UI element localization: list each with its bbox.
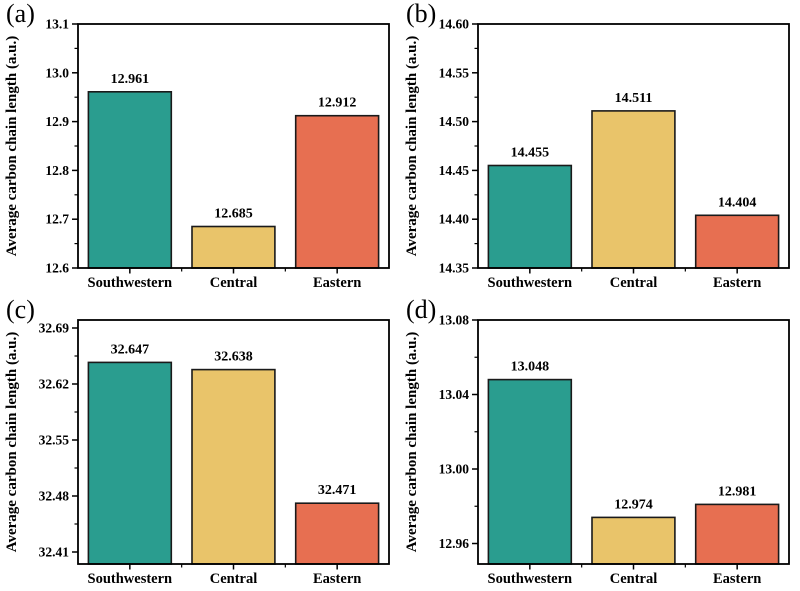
y-tick-label: 12.8: [45, 163, 69, 178]
y-tick-label: 32.41: [39, 545, 70, 560]
y-tick-label: 32.69: [39, 321, 70, 336]
x-category-label: Southwestern: [488, 571, 573, 587]
bar-value-label: 12.912: [318, 96, 357, 111]
bar-central: [191, 368, 276, 565]
bar-southwestern: [87, 361, 173, 565]
x-category-label: Southwestern: [88, 275, 173, 291]
bar-value-label: 14.404: [718, 195, 757, 210]
x-category-label: Central: [610, 275, 658, 291]
x-category-label: Southwestern: [488, 275, 573, 291]
bar-value-label: 12.961: [111, 72, 150, 87]
bar-value-label: 13.048: [511, 360, 550, 375]
bar-value-label: 32.471: [318, 483, 357, 498]
y-tick-label: 14.55: [439, 65, 470, 80]
y-axis-title: Average carbon chain length (a.u.): [404, 36, 420, 257]
bar-central: [191, 225, 276, 269]
bar-southwestern: [87, 91, 173, 269]
bar-eastern: [294, 502, 380, 565]
chart-panel-a: (a) 12.961 12.685 12.912 12.6 12.7 12.8 12.9 13…: [0, 0, 400, 296]
bar-eastern: [694, 214, 780, 269]
bar-value-label: 32.647: [111, 342, 150, 357]
bar-value-label: 12.974: [614, 497, 653, 512]
bar-chart-d: 13.048 12.974 12.981 12.96 13.00 13.04 13.08 So…: [404, 313, 790, 587]
x-category-label: Eastern: [713, 275, 761, 291]
y-tick-label: 13.04: [439, 387, 470, 402]
x-category-label: Eastern: [313, 571, 361, 587]
y-tick-label: 13.1: [45, 17, 69, 32]
chart-panel-d: (d) 13.048 12.974 12.981 12.96 13.00 13.04 13.…: [400, 296, 800, 591]
chart-panel-b: (b) 14.455 14.511 14.404 14.35 14.40 14.45 14.…: [400, 0, 800, 296]
x-category-label: Eastern: [713, 571, 761, 587]
y-tick-label: 14.35: [439, 261, 470, 276]
bar-chart-b: 14.455 14.511 14.404 14.35 14.40 14.45 14.50 14…: [404, 17, 790, 291]
y-tick-label: 14.45: [439, 163, 470, 178]
bar-southwestern: [487, 164, 573, 269]
bar-southwestern: [487, 378, 573, 565]
x-category-label: Eastern: [313, 275, 361, 291]
y-tick-label: 14.50: [439, 114, 470, 129]
bar-chart-a: 12.961 12.685 12.912 12.6 12.7 12.8 12.9 13.0 13…: [4, 17, 390, 291]
y-tick-label: 13.08: [439, 313, 470, 328]
panel-label-a: (a): [6, 0, 35, 28]
y-axis-title: Average carbon chain length (a.u.): [4, 332, 20, 553]
y-tick-label: 12.6: [45, 261, 69, 276]
panel-label-d: (d): [406, 296, 437, 324]
y-tick-label: 12.96: [439, 536, 470, 551]
bar-chart-c: 32.647 32.638 32.471 32.41 32.48 32.55 32.62 32…: [4, 319, 390, 587]
y-tick-label: 14.60: [439, 17, 470, 32]
panel-label-b: (b): [406, 0, 437, 28]
bar-eastern: [694, 503, 780, 565]
bar-value-label: 12.685: [214, 207, 253, 222]
x-category-label: Southwestern: [88, 571, 173, 587]
y-tick-label: 13.00: [439, 462, 470, 477]
y-tick-label: 12.9: [45, 114, 69, 129]
bar-value-label: 14.455: [511, 146, 550, 161]
y-axis-title: Average carbon chain length (a.u.): [4, 36, 20, 257]
x-category-label: Central: [610, 571, 658, 587]
bar-value-label: 32.638: [214, 350, 253, 365]
bar-central: [591, 110, 676, 269]
panel-label-c: (c): [6, 296, 35, 324]
y-tick-label: 32.48: [39, 489, 70, 504]
y-tick-label: 32.55: [39, 433, 70, 448]
y-tick-label: 12.7: [45, 212, 69, 227]
y-tick-label: 32.62: [39, 377, 70, 392]
bar-value-label: 12.981: [718, 484, 757, 499]
x-category-label: Central: [210, 571, 258, 587]
y-tick-label: 13.0: [45, 65, 69, 80]
y-axis-title: Average carbon chain length (a.u.): [404, 332, 420, 553]
bar-central: [591, 516, 676, 565]
y-tick-label: 14.40: [439, 212, 470, 227]
x-category-label: Central: [210, 275, 258, 291]
chart-panel-c: (c) 32.647 32.638 32.471 32.41 32.48 32.55 32.…: [0, 296, 400, 591]
bar-value-label: 14.511: [615, 91, 653, 106]
bar-eastern: [294, 114, 380, 269]
